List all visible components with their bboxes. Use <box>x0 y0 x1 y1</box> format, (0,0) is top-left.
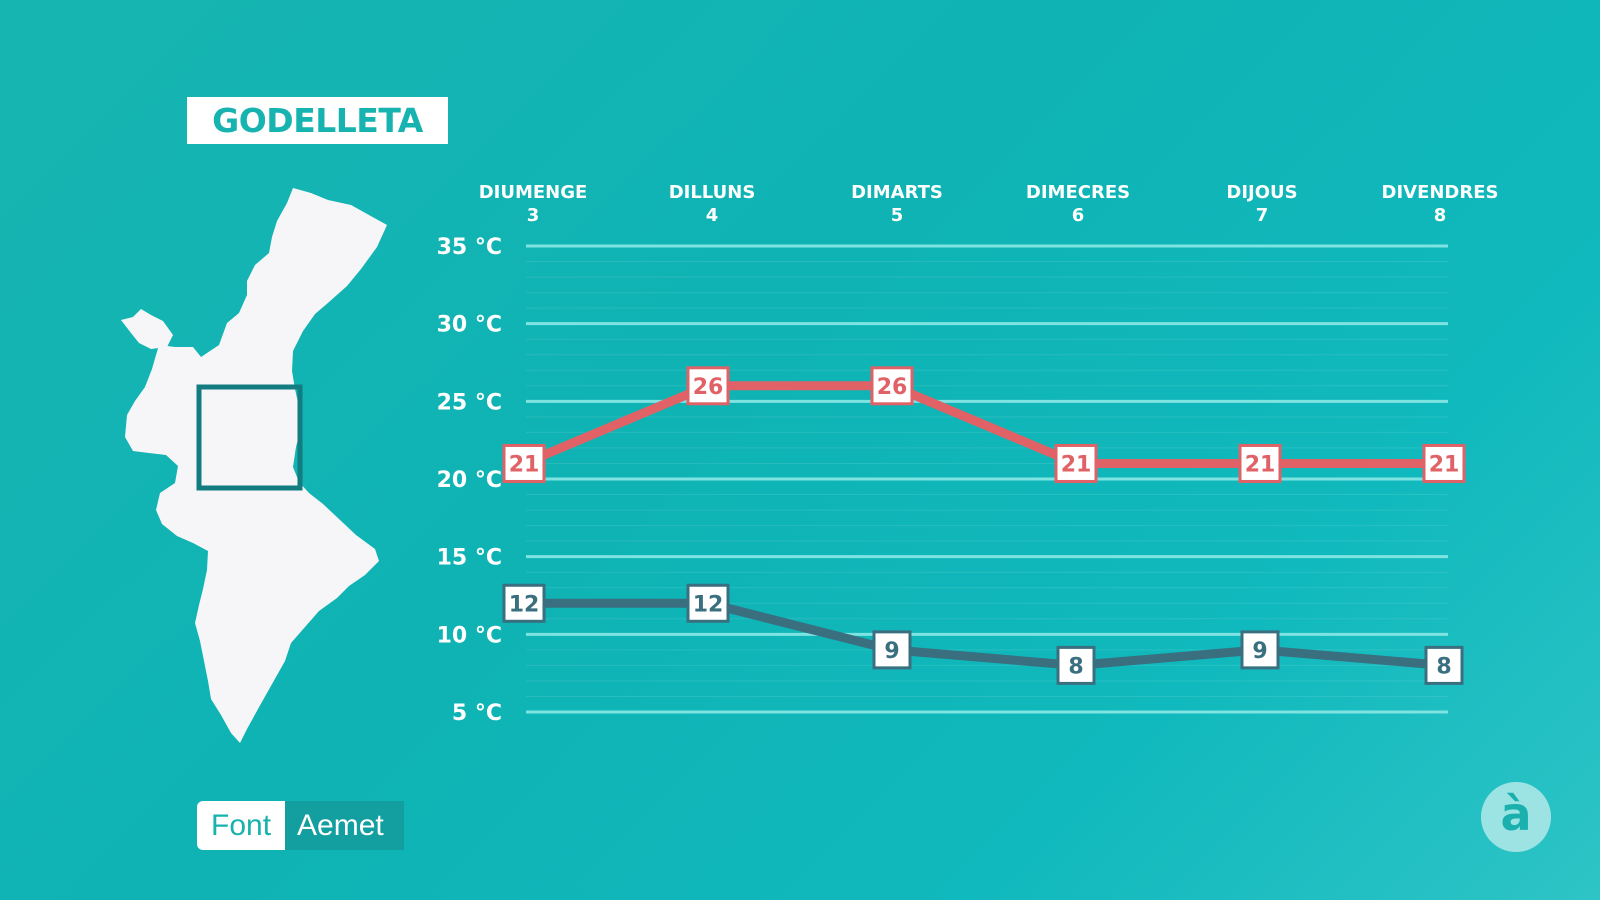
day-date-label: 5 <box>891 205 904 226</box>
source-label: Font <box>197 801 286 850</box>
day-date-label: 3 <box>527 205 540 226</box>
source-value: Aemet <box>285 801 404 850</box>
y-tick-label: 10 °C <box>437 623 502 648</box>
y-tick-label: 35 °C <box>437 235 502 260</box>
day-date-label: 7 <box>1256 205 1269 226</box>
map-island <box>121 309 173 349</box>
max-point-marker <box>502 443 546 483</box>
day-name-label: DIUMENGE <box>479 182 588 203</box>
max-data-label: 26 <box>693 375 724 400</box>
max-temperature-line <box>519 381 1449 468</box>
location-title-box: GODELLETA <box>187 97 448 144</box>
location-title: GODELLETA <box>212 101 423 140</box>
y-tick-label: 15 °C <box>437 546 502 571</box>
day-name-label: DIMECRES <box>1026 182 1130 203</box>
max-point-marker <box>686 366 730 406</box>
apunt-logo-icon: à <box>1481 782 1551 852</box>
min-point-marker <box>686 583 730 623</box>
max-data-label: 21 <box>509 452 540 477</box>
day-name-label: DIVENDRES <box>1382 182 1499 203</box>
min-data-label: 8 <box>1436 654 1451 679</box>
max-data-label: 21 <box>1245 452 1276 477</box>
series-lines <box>519 381 1449 670</box>
y-tick-label: 5 °C <box>452 701 502 726</box>
grid-lines <box>526 244 1448 714</box>
max-point-marker <box>870 366 914 406</box>
max-data-label: 21 <box>1429 452 1460 477</box>
day-date-label: 6 <box>1072 205 1085 226</box>
min-temperature-line <box>519 598 1449 670</box>
min-point-marker <box>872 630 912 670</box>
min-data-label: 8 <box>1068 654 1083 679</box>
max-point-marker <box>1238 443 1282 483</box>
min-point-marker <box>1240 630 1280 670</box>
logo-glyph: à <box>1500 787 1532 841</box>
data-labels: 21 26 26 21 21 21 12 12 9 8 9 8 <box>502 366 1466 685</box>
max-data-label: 26 <box>877 375 908 400</box>
max-point-marker <box>1054 443 1098 483</box>
valencian-community-map-icon <box>121 188 387 743</box>
day-name-label: DILLUNS <box>669 182 756 203</box>
map-region <box>125 188 387 743</box>
y-axis-ticks: 5 °C 10 °C 15 °C 20 °C 25 °C 30 °C 35 °C <box>437 235 502 726</box>
y-tick-label: 30 °C <box>437 313 502 338</box>
day-date-label: 8 <box>1434 205 1447 226</box>
day-name-label: DIMARTS <box>851 182 943 203</box>
min-data-label: 9 <box>884 639 899 664</box>
min-data-label: 9 <box>1252 639 1267 664</box>
max-data-label: 21 <box>1061 452 1092 477</box>
min-point-marker <box>1424 645 1464 685</box>
map-highlight-box <box>196 384 303 491</box>
min-point-marker <box>502 583 546 623</box>
y-tick-label: 25 °C <box>437 390 502 415</box>
day-date-label: 4 <box>706 205 719 226</box>
min-point-marker <box>1056 645 1096 685</box>
y-tick-label: 20 °C <box>437 468 502 493</box>
source-credit: Font Aemet <box>197 801 404 850</box>
max-point-marker <box>1422 443 1466 483</box>
day-name-label: DIJOUS <box>1226 182 1297 203</box>
min-data-label: 12 <box>509 592 540 617</box>
min-data-label: 12 <box>693 592 724 617</box>
